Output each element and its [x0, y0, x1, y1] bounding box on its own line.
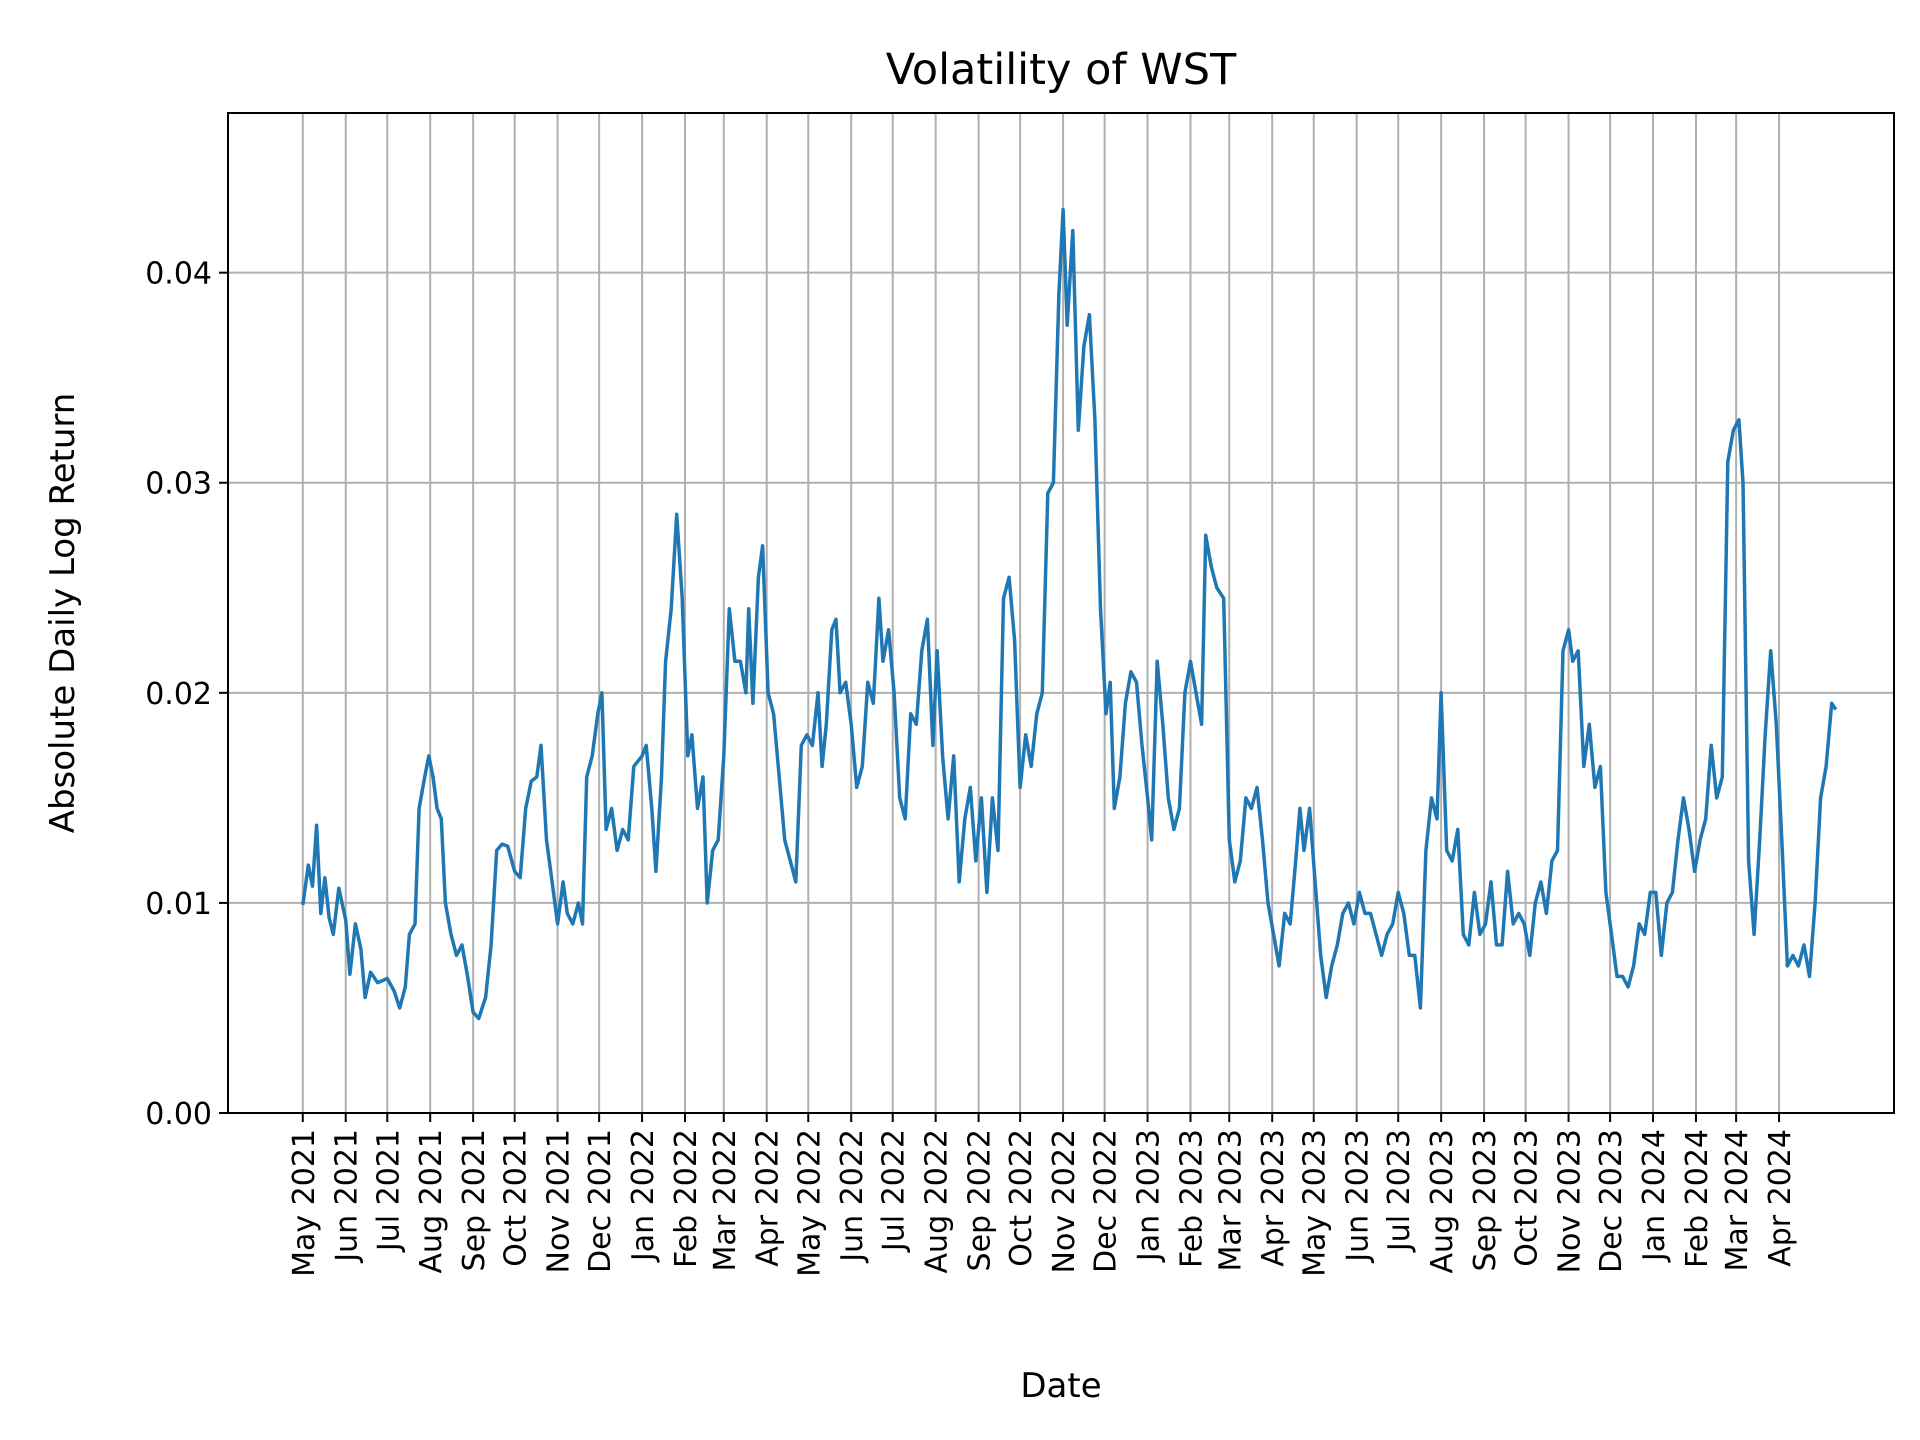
x-tick-label: Feb 2022 [669, 1129, 704, 1268]
x-tick-label: Apr 2024 [1763, 1129, 1798, 1267]
x-tick-label: Feb 2024 [1680, 1129, 1715, 1268]
y-tick-label: 0.02 [145, 677, 212, 712]
x-tick-label: Jun 2021 [330, 1129, 365, 1264]
y-tick-label: 0.03 [145, 467, 212, 502]
y-axis-label: Absolute Daily Log Return [43, 393, 83, 834]
y-axis-ticks: 0.00 0.01 0.02 0.03 0.04 [145, 257, 228, 1132]
x-tick-label: Oct 2021 [499, 1129, 534, 1267]
x-tick-label: Nov 2023 [1553, 1129, 1588, 1273]
x-axis-label: Date [1020, 1366, 1101, 1406]
x-tick-label: Jul 2023 [1382, 1129, 1417, 1253]
x-tick-label: Sep 2022 [963, 1129, 998, 1271]
x-tick-label: Jun 2023 [1341, 1129, 1376, 1264]
x-tick-label: Nov 2021 [542, 1129, 577, 1273]
x-tick-label: Mar 2024 [1720, 1129, 1755, 1272]
x-tick-label: Apr 2022 [751, 1129, 786, 1267]
x-tick-label: May 2022 [792, 1129, 827, 1277]
x-tick-label: Jul 2021 [371, 1129, 406, 1253]
x-tick-label: Jun 2022 [835, 1129, 870, 1264]
x-tick-label: Dec 2021 [583, 1129, 618, 1273]
y-tick-label: 0.04 [145, 257, 212, 292]
x-tick-label: Jan 2024 [1637, 1129, 1672, 1263]
x-tick-label: May 2021 [287, 1129, 322, 1277]
x-tick-label: Aug 2023 [1425, 1129, 1460, 1273]
x-tick-label: Jul 2022 [877, 1129, 912, 1253]
x-tick-label: Oct 2023 [1510, 1129, 1545, 1267]
x-tick-label: May 2023 [1298, 1129, 1333, 1277]
x-tick-label: Mar 2022 [708, 1129, 743, 1272]
x-tick-label: Apr 2023 [1256, 1129, 1291, 1267]
x-tick-label: Nov 2022 [1047, 1129, 1082, 1273]
plot-frame [227, 112, 1895, 1114]
x-tick-label: Oct 2022 [1004, 1129, 1039, 1267]
x-tick-label: Sep 2021 [457, 1129, 492, 1271]
x-tick-label: Dec 2022 [1089, 1129, 1124, 1273]
y-tick-label: 0.00 [145, 1097, 212, 1132]
x-tick-label: Aug 2021 [414, 1129, 449, 1273]
chart-title: Volatility of WST [886, 45, 1237, 95]
x-tick-label: Aug 2022 [920, 1129, 955, 1273]
series-line [301, 207, 1838, 1021]
grid [228, 113, 1894, 1114]
x-tick-label: Sep 2023 [1468, 1129, 1503, 1271]
x-axis-ticks: May 2021 Jun 2021 Jul 2021 Aug 2021 Sep 2021… [287, 1113, 1798, 1277]
x-tick-label: Jan 2023 [1132, 1129, 1167, 1263]
x-tick-label: Feb 2023 [1174, 1129, 1209, 1268]
y-tick-label: 0.01 [145, 887, 212, 922]
x-tick-label: Jan 2022 [626, 1129, 661, 1263]
x-tick-label: Mar 2023 [1213, 1129, 1248, 1272]
x-tick-label: Dec 2023 [1594, 1129, 1629, 1273]
